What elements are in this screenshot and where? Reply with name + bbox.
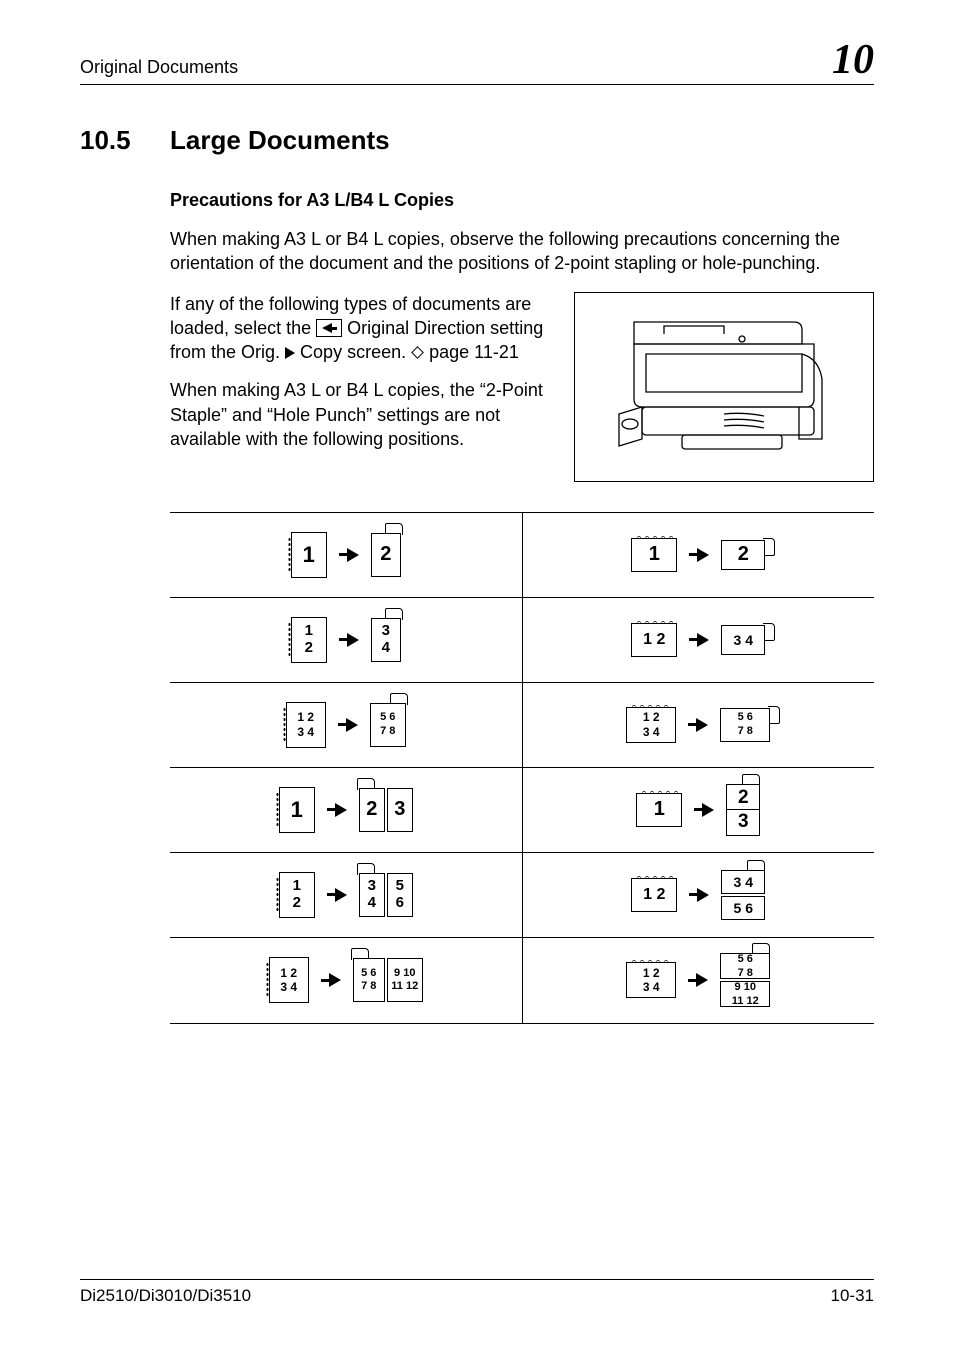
page-header: Original Documents 10 — [80, 30, 874, 78]
out-page: 5 67 8 — [720, 708, 770, 742]
footer-model: Di2510/Di3010/Di3510 — [80, 1286, 251, 1306]
out-page: 9 1011 12 — [720, 981, 770, 1007]
out-page: 5 67 8 — [353, 958, 385, 1002]
out-page: 3 — [387, 788, 413, 832]
content: Precautions for A3 L/B4 L Copies When ma… — [170, 190, 874, 1024]
out-page: 3 4 — [721, 625, 765, 655]
page: Original Documents 10 10.5 Large Documen… — [0, 0, 954, 1352]
arrow-icon — [689, 548, 709, 562]
page-footer: Di2510/Di3010/Di3510 10-31 — [80, 1279, 874, 1306]
out-page: 23 — [726, 784, 760, 836]
src-page: 1 2 3 4 — [626, 707, 676, 743]
src-page: 1 23 4 — [269, 957, 309, 1003]
table-row: 12 34 1 2 3 4 — [170, 598, 874, 683]
arrow-icon — [327, 803, 347, 817]
orientation-icon — [316, 319, 342, 337]
out-page: 34 — [359, 873, 385, 917]
diagram-table: 1 2 1 2 — [170, 512, 874, 1024]
subheading: Precautions for A3 L/B4 L Copies — [170, 190, 874, 211]
out-page: 34 — [371, 618, 401, 662]
triangle-icon — [285, 347, 295, 359]
header-breadcrumb: Original Documents — [80, 57, 238, 78]
out-page: 5 67 8 — [370, 703, 406, 747]
cell-left: 12 34 56 — [170, 853, 523, 937]
src-page: 1 2 — [631, 878, 677, 912]
section-number: 10.5 — [80, 125, 170, 156]
arrow-icon — [688, 973, 708, 987]
out-page: 56 — [387, 873, 413, 917]
src-page: 1 2 — [631, 623, 677, 657]
table-row: 12 34 56 1 2 — [170, 853, 874, 938]
paragraph-2: If any of the following types of documen… — [170, 292, 556, 365]
out-page: 9 1011 12 — [387, 958, 423, 1002]
table-row: 1 23 4 5 67 8 9 1011 12 1 23 4 — [170, 938, 874, 1023]
two-column-block: If any of the following types of documen… — [170, 292, 874, 482]
arrow-icon — [321, 973, 341, 987]
arrow-icon — [689, 633, 709, 647]
out-page: 5 6 — [721, 896, 765, 920]
src-page: 1 — [279, 787, 315, 833]
arrow-icon — [339, 633, 359, 647]
arrow-icon — [694, 803, 714, 817]
section-title: Large Documents — [170, 125, 390, 156]
arrow-icon — [339, 548, 359, 562]
cell-left: 12 34 — [170, 598, 523, 682]
out-page: 3 4 — [721, 870, 765, 894]
src-page: 12 — [279, 872, 315, 918]
out-page: 2 — [721, 540, 765, 570]
table-row: 1 2 3 1 23 — [170, 768, 874, 853]
cell-left: 1 2 — [170, 513, 523, 597]
cell-left: 1 23 4 5 67 8 9 1011 12 — [170, 938, 523, 1023]
header-rule — [80, 84, 874, 85]
arrow-icon — [338, 718, 358, 732]
paragraph-3: When making A3 L or B4 L copies, the “2-… — [170, 378, 556, 451]
src-page: 1 — [636, 793, 682, 827]
printer-illustration — [574, 292, 874, 482]
arrow-icon — [689, 888, 709, 902]
printer-svg — [594, 304, 854, 469]
table-row: 1 23 4 5 67 8 1 2 3 4 — [170, 683, 874, 768]
header-chapter-number: 10 — [832, 36, 874, 84]
out-page: 5 67 8 — [720, 953, 770, 979]
section-heading-row: 10.5 Large Documents — [80, 125, 874, 156]
arrow-icon — [688, 718, 708, 732]
cell-left: 1 23 4 5 67 8 — [170, 683, 523, 767]
cell-right: 1 2 — [523, 513, 875, 597]
cell-right: 1 23 4 5 67 8 9 1011 12 — [523, 938, 875, 1023]
src-page: 1 23 4 — [626, 962, 676, 998]
src-page: 1 23 4 — [286, 702, 326, 748]
paragraph-1: When making A3 L or B4 L copies, observe… — [170, 227, 874, 276]
cell-right: 1 2 3 4 5 67 8 — [523, 683, 875, 767]
out-page: 2 — [359, 788, 385, 832]
src-page: 1 — [631, 538, 677, 572]
cell-left: 1 2 3 — [170, 768, 523, 852]
left-text-column: If any of the following types of documen… — [170, 292, 556, 482]
src-page: 1 — [291, 532, 327, 578]
src-page: 12 — [291, 617, 327, 663]
cell-right: 1 2 3 4 5 6 — [523, 853, 875, 937]
arrow-icon — [327, 888, 347, 902]
outline-arrow-icon — [411, 346, 424, 359]
footer-page-number: 10-31 — [831, 1286, 874, 1306]
cell-right: 1 2 3 4 — [523, 598, 875, 682]
out-page: 2 — [371, 533, 401, 577]
table-row: 1 2 1 2 — [170, 513, 874, 598]
cell-right: 1 23 — [523, 768, 875, 852]
